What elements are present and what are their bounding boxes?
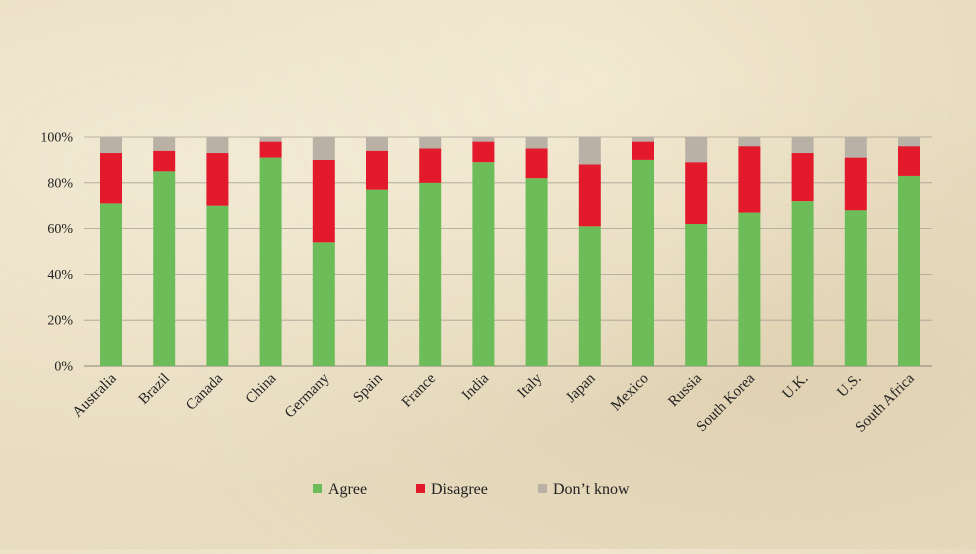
x-tick-label: Australia	[70, 370, 120, 420]
legend: Agree Disagree Don’t know	[313, 481, 630, 498]
bar-agree-spain	[366, 189, 388, 366]
x-tick-label: Germany	[282, 370, 333, 421]
x-tick-label: Spain	[350, 370, 386, 406]
y-axis-tick-labels: 0% 20% 40% 60% 80% 100%	[40, 131, 73, 375]
bars	[100, 137, 920, 366]
x-tick-label: Mexico	[608, 371, 652, 415]
bar-disagree-canada	[206, 153, 229, 206]
x-tick-label: India	[459, 370, 492, 403]
x-tick-label: France	[399, 370, 439, 410]
legend-label: Disagree	[431, 481, 488, 498]
bar-disagree-australia	[100, 153, 122, 204]
x-axis-tick-labels: Australia Brazil Canada China Germany Spain Fr…	[70, 370, 918, 436]
y-tick-label: 0%	[54, 360, 73, 375]
bar-disagree-brazil	[153, 150, 176, 172]
bar-don-t-know-south-korea	[738, 137, 761, 147]
bar-disagree-italy	[525, 148, 548, 179]
bar-agree-south-korea	[738, 212, 761, 366]
x-tick-label: China	[243, 370, 280, 407]
bar-don-t-know-italy	[525, 137, 548, 149]
x-tick-label: Italy	[515, 370, 546, 401]
bar-agree-china	[259, 157, 282, 366]
bar-don-t-know-germany	[312, 137, 335, 160]
legend-swatch	[538, 484, 547, 493]
bar-agree-canada	[206, 205, 229, 366]
bar-don-t-know-mexico	[632, 137, 654, 142]
bar-disagree-india	[472, 141, 495, 163]
bar-disagree-south-africa	[898, 146, 920, 176]
bar-don-t-know-u-k	[791, 137, 814, 154]
bar-don-t-know-japan	[578, 137, 601, 165]
legend-swatch	[313, 484, 322, 493]
y-tick-label: 80%	[47, 176, 73, 191]
x-tick-label: Japan	[563, 370, 599, 406]
bar-don-t-know-india	[472, 137, 495, 142]
legend-swatch	[416, 484, 425, 493]
x-tick-label: Russia	[665, 370, 705, 410]
x-tick-label: U.K.	[779, 371, 811, 403]
bar-disagree-china	[259, 141, 282, 158]
bar-agree-japan	[578, 226, 601, 366]
bar-don-t-know-u-s	[844, 137, 867, 158]
x-tick-label: U.S.	[834, 371, 864, 401]
bar-disagree-russia	[685, 162, 708, 225]
x-tick-label: Canada	[183, 370, 226, 413]
bar-disagree-south-korea	[738, 146, 761, 213]
y-tick-label: 100%	[40, 131, 73, 146]
bar-disagree-u-s	[844, 157, 867, 211]
legend-label: Don’t know	[553, 481, 630, 498]
bar-don-t-know-australia	[100, 137, 122, 154]
bar-agree-mexico	[632, 159, 654, 366]
bar-disagree-u-k	[791, 153, 814, 202]
bar-agree-brazil	[153, 171, 176, 366]
bar-agree-india	[472, 162, 495, 366]
y-tick-label: 20%	[47, 314, 73, 329]
bar-agree-south-africa	[898, 175, 920, 366]
bar-agree-italy	[525, 178, 548, 366]
bar-don-t-know-france	[419, 137, 442, 149]
bar-don-t-know-spain	[366, 137, 388, 151]
bar-don-t-know-brazil	[153, 137, 176, 151]
y-tick-label: 40%	[47, 268, 73, 283]
bar-disagree-spain	[366, 150, 388, 190]
bar-agree-france	[419, 182, 442, 366]
bar-agree-russia	[685, 224, 708, 366]
bar-disagree-japan	[578, 164, 601, 227]
bar-disagree-france	[419, 148, 442, 183]
bar-disagree-mexico	[632, 141, 654, 160]
bar-don-t-know-south-africa	[898, 137, 920, 147]
legend-label: Agree	[328, 481, 367, 498]
bar-disagree-germany	[312, 159, 335, 243]
bar-don-t-know-china	[259, 137, 282, 142]
bar-agree-australia	[100, 203, 122, 366]
x-tick-label: Brazil	[136, 371, 173, 408]
bar-don-t-know-russia	[685, 137, 708, 163]
bar-don-t-know-canada	[206, 137, 229, 154]
y-tick-label: 60%	[47, 222, 73, 237]
bar-agree-germany	[312, 242, 335, 366]
x-tick-label: South Korea	[694, 370, 759, 435]
bar-agree-u-s	[844, 210, 867, 366]
bar-agree-u-k	[791, 201, 814, 366]
